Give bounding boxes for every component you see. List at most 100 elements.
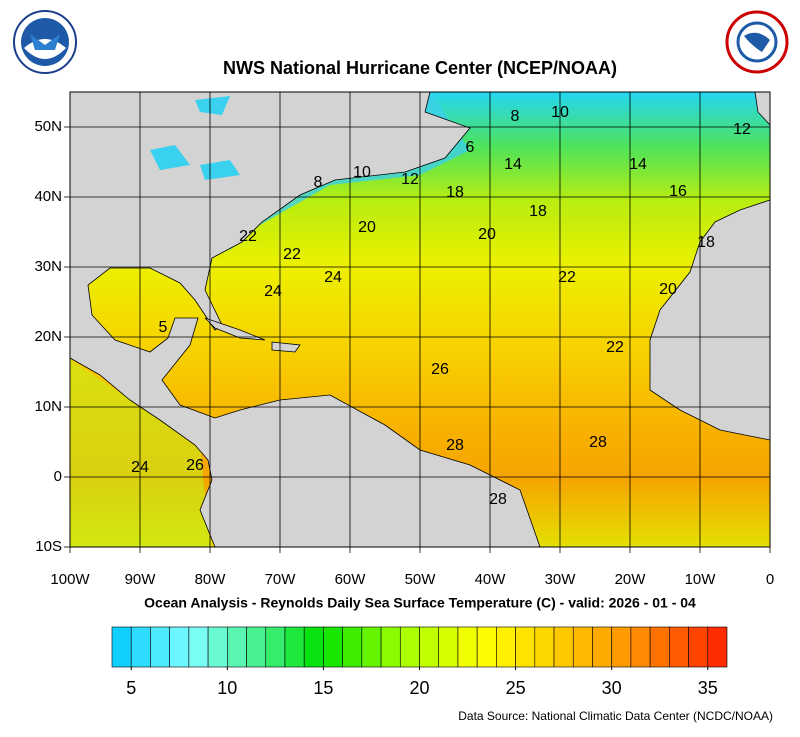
- contour-label: 18: [529, 203, 547, 220]
- colorbar-box: [572, 626, 593, 668]
- colorbar-box: [534, 626, 555, 668]
- contour-label: 26: [186, 457, 204, 474]
- great-lakes: [150, 145, 240, 180]
- contour-label: 28: [589, 434, 607, 451]
- axes: 100W 90W 80W 70W 60W 50W 40W 30W 20W 10W 0 10S 0 10N 2…: [34, 118, 774, 588]
- contour-label: 14: [504, 156, 522, 173]
- colorbar-box: [323, 626, 343, 668]
- colorbar-box: [150, 626, 170, 668]
- colorbar-box: [207, 626, 228, 668]
- colorbar-box: [380, 626, 401, 668]
- contour-label: 20: [358, 219, 376, 236]
- contour-label: 28: [446, 437, 464, 454]
- colorbar-box: [419, 626, 440, 668]
- contour-label: 12: [401, 171, 419, 188]
- colorbar-box: [438, 626, 459, 668]
- colorbar-box: [342, 626, 363, 668]
- contour-label: 24: [131, 459, 149, 476]
- colorbar-box: [592, 626, 612, 668]
- colorbar-box: [476, 626, 497, 668]
- colorbar-box: [246, 626, 267, 668]
- contour-label: 6: [466, 139, 475, 156]
- hispaniola: [271, 341, 301, 353]
- contour-label: 18: [446, 184, 464, 201]
- colorbar-box: [303, 626, 324, 668]
- contour-label: 24: [324, 269, 342, 286]
- contour-label: 22: [283, 246, 301, 263]
- colorbar-tick-label: 5: [126, 678, 136, 698]
- x-tick-label: 40W: [475, 571, 507, 588]
- data-source: Data Source: National Climatic Data Cent…: [458, 709, 773, 723]
- x-tick-label: 90W: [125, 571, 157, 588]
- colorbar-box: [688, 626, 709, 668]
- y-tick-label: 0: [54, 468, 62, 485]
- x-tick-label: 100W: [50, 571, 90, 588]
- contour-label: 8: [511, 108, 520, 125]
- colorbar-box: [515, 626, 536, 668]
- x-tick-label: 10W: [685, 571, 717, 588]
- x-tick-label: 60W: [335, 571, 367, 588]
- noaa-logo: [13, 10, 77, 74]
- colorbar-tick-label: 10: [217, 678, 237, 698]
- colorbar-tick-label: 15: [313, 678, 333, 698]
- colorbar-box: [496, 626, 516, 668]
- x-tick-label: 20W: [615, 571, 647, 588]
- colorbar-tick-label: 35: [698, 678, 718, 698]
- colorbar-box: [169, 626, 190, 668]
- y-tick-label: 40N: [34, 188, 62, 205]
- x-tick-label: 70W: [265, 571, 297, 588]
- title: NWS National Hurricane Center (NCEP/NOAA…: [223, 58, 617, 78]
- contour-label: 22: [606, 339, 624, 356]
- contour-label: 12: [733, 121, 751, 138]
- y-tick-label: 20N: [34, 328, 62, 345]
- colorbar-tick-label: 30: [602, 678, 622, 698]
- contour-label: 16: [669, 183, 687, 200]
- caption: Ocean Analysis - Reynolds Daily Sea Surf…: [144, 595, 696, 611]
- colorbar: 5 10 15 20 25 30 35: [111, 626, 728, 698]
- colorbar-box: [669, 626, 689, 668]
- colorbar-box: [707, 626, 728, 668]
- colorbar-tick-label: 20: [409, 678, 429, 698]
- contour-label: 22: [558, 269, 576, 286]
- cuba: [204, 317, 266, 341]
- x-tick-label: 80W: [195, 571, 227, 588]
- map: 10 8 12 6 14 14 8 10 12 18 16 20 18 20 22 18 22 24 22 24 20 5…: [70, 92, 770, 547]
- europe-land: [754, 92, 770, 126]
- contour-label: 28: [489, 491, 507, 508]
- contour-label: 24: [264, 283, 282, 300]
- y-tick-label: 10S: [35, 538, 62, 555]
- x-tick-label: 50W: [405, 571, 437, 588]
- colorbar-box: [361, 626, 382, 668]
- contour-label: 5: [159, 319, 168, 336]
- contour-label: 26: [431, 361, 449, 378]
- colorbar-box: [188, 626, 209, 668]
- contour-label: 14: [629, 156, 647, 173]
- contour-label: 10: [353, 164, 371, 181]
- colorbar-box: [227, 626, 247, 668]
- colorbar-box: [553, 626, 574, 668]
- colorbar-box: [630, 626, 651, 668]
- colorbar-box: [130, 626, 151, 668]
- americas-land: [70, 92, 541, 547]
- grid: [70, 92, 770, 547]
- contour-label: 20: [659, 281, 677, 298]
- africa-land: [649, 199, 770, 441]
- colorbar-box: [265, 626, 286, 668]
- colorbar-box: [457, 626, 478, 668]
- y-tick-label: 10N: [34, 398, 62, 415]
- x-tick-label: 30W: [545, 571, 577, 588]
- contour-label: 8: [314, 174, 323, 191]
- contour-label: 18: [697, 234, 715, 251]
- x-tick-label: 0: [766, 571, 774, 588]
- nws-logo: [725, 10, 789, 74]
- colorbar-box: [284, 626, 305, 668]
- hudson-bay: [195, 96, 230, 115]
- colorbar-tick-label: 25: [506, 678, 526, 698]
- contour-label: 22: [239, 228, 257, 245]
- colorbar-box: [399, 626, 420, 668]
- contour-labels: 10 8 12 6 14 14 8 10 12 18 16 20 18 20 22 18 22 24 22 24 20 5…: [131, 104, 751, 508]
- y-tick-label: 30N: [34, 258, 62, 275]
- contour-label: 10: [551, 104, 569, 121]
- colorbar-box: [111, 626, 132, 668]
